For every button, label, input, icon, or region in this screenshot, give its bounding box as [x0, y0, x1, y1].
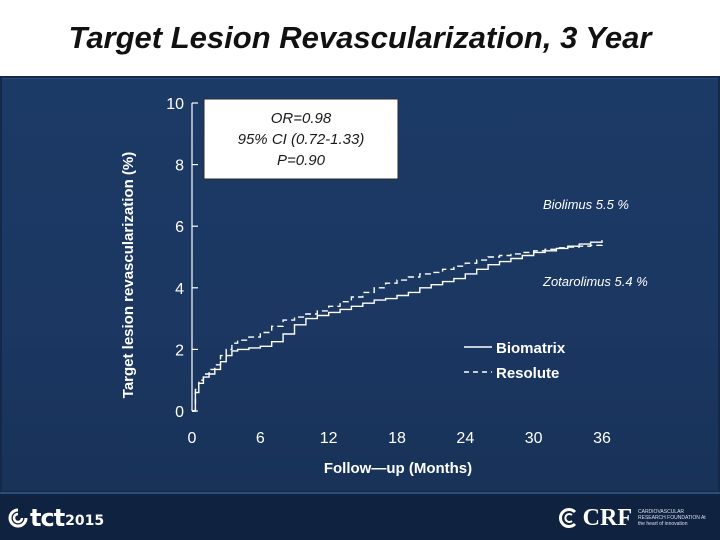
x-ticks: 0 6 12 18 24 30 36 [188, 430, 611, 447]
tct-logo: tct 2015 [8, 504, 104, 532]
tct-swirl-icon [8, 508, 28, 528]
x-tick-label: 12 [320, 430, 338, 447]
stats-p: P=0.90 [277, 152, 326, 169]
annotation-biolimus: Biolimus 5.5 % [543, 197, 629, 212]
y-tick-label: 10 [166, 96, 184, 113]
x-tick-label: 30 [525, 430, 543, 447]
y-tick-label: 8 [175, 158, 184, 175]
series-layer [192, 240, 603, 412]
title-bar: Target Lesion Revascularization, 3 Year [0, 0, 720, 76]
x-tick-label: 0 [188, 430, 197, 447]
footer: tct 2015 CRF CARDIOVASCULAR RESEARCH FOU… [0, 492, 720, 540]
chart-panel: 0 2 4 6 8 10 0 6 12 18 24 30 36 Target lesion revas… [2, 78, 718, 491]
footer-divider [0, 492, 720, 494]
stats-or: OR=0.98 [271, 110, 332, 127]
annotation-zotarolimus: Zotarolimus 5.4 % [542, 274, 648, 289]
stats-ci: 95% CI (0.72-1.33) [238, 131, 365, 148]
x-tick-label: 18 [388, 430, 406, 447]
crf-logo: CRF CARDIOVASCULAR RESEARCH FOUNDATION A… [558, 504, 710, 532]
x-tick-label: 24 [456, 430, 474, 447]
y-tick-label: 2 [175, 342, 184, 359]
x-axis-label: Follow—up (Months) [324, 460, 472, 477]
y-ticks: 0 2 4 6 8 10 [166, 96, 198, 421]
tct-wordmark: tct [30, 504, 65, 532]
y-tick-label: 4 [175, 281, 184, 298]
legend-label-biomatrix: Biomatrix [496, 340, 566, 357]
crf-wordmark: CRF [582, 505, 632, 531]
stats-box [203, 98, 399, 180]
legend-label-resolute: Resolute [496, 365, 559, 382]
legend: Biomatrix Resolute [464, 340, 566, 382]
series-line-resolute [192, 244, 603, 412]
x-tick-label: 6 [256, 430, 265, 447]
y-tick-label: 6 [175, 219, 184, 236]
crf-swirl-icon [558, 508, 576, 528]
x-tick-label: 36 [593, 430, 611, 447]
slide-title: Target Lesion Revascularization, 3 Year [68, 20, 652, 55]
tct-year: 2015 [65, 513, 105, 529]
y-tick-label: 0 [175, 404, 184, 421]
series-line-biomatrix [192, 240, 603, 412]
crf-tagline: CARDIOVASCULAR RESEARCH FOUNDATION At th… [638, 509, 706, 527]
y-axis-label: Target lesion revascularization (%) [120, 152, 137, 398]
